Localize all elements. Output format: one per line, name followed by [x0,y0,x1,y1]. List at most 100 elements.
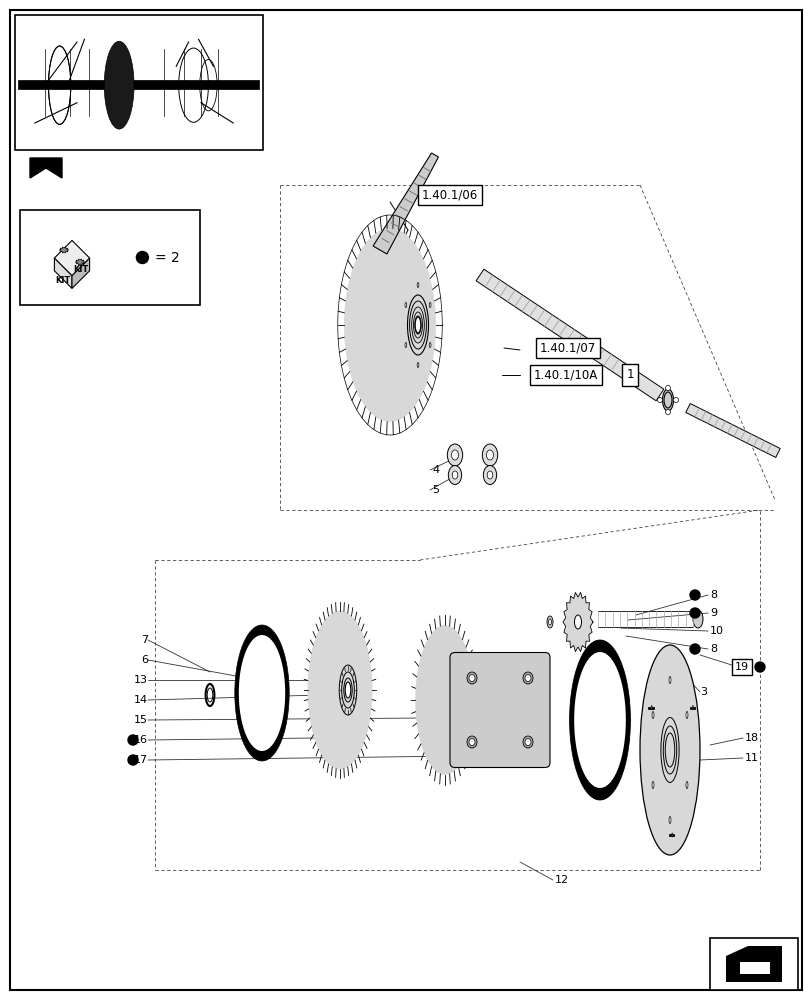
Polygon shape [569,640,629,800]
Text: 17: 17 [134,755,148,765]
Ellipse shape [451,450,458,460]
Ellipse shape [469,674,474,682]
Polygon shape [307,611,372,769]
Ellipse shape [466,736,476,748]
Polygon shape [739,962,769,974]
Ellipse shape [486,450,493,460]
Polygon shape [234,625,289,761]
Text: 1.40.1/10A: 1.40.1/10A [533,368,598,381]
Polygon shape [414,625,474,775]
Polygon shape [725,946,781,982]
Text: 12: 12 [554,875,569,885]
Ellipse shape [405,302,406,308]
Text: 9: 9 [709,608,716,618]
Ellipse shape [685,781,687,788]
Ellipse shape [657,397,662,402]
Ellipse shape [452,471,457,479]
Text: 15: 15 [134,715,148,725]
Ellipse shape [429,302,431,308]
Text: 16: 16 [134,735,148,745]
Ellipse shape [405,342,406,348]
Text: 7: 7 [140,635,148,645]
Text: 3: 3 [699,687,706,697]
Polygon shape [685,404,779,457]
Ellipse shape [692,706,693,710]
Ellipse shape [104,41,134,129]
Circle shape [136,251,148,263]
Ellipse shape [650,706,651,710]
Text: KIT: KIT [55,276,71,285]
Text: 6: 6 [141,655,148,665]
Polygon shape [54,258,72,288]
Polygon shape [72,258,89,288]
Polygon shape [475,269,663,401]
Bar [20,210,200,305]
Bar [15,15,263,150]
Polygon shape [372,153,438,254]
Text: 8: 8 [709,590,716,600]
Ellipse shape [429,342,431,348]
Polygon shape [739,950,769,962]
Circle shape [128,755,138,765]
Text: 8: 8 [709,644,716,654]
Circle shape [689,590,699,600]
Ellipse shape [671,833,672,837]
Ellipse shape [448,466,461,485]
Ellipse shape [525,674,530,682]
Text: KIT: KIT [73,265,88,274]
Ellipse shape [482,444,497,466]
Text: = 2: = 2 [155,250,179,264]
Polygon shape [573,652,625,788]
Text: 1.40.1/06: 1.40.1/06 [422,188,478,202]
Text: 18: 18 [744,733,758,743]
Ellipse shape [345,682,350,698]
Ellipse shape [668,676,670,684]
Circle shape [689,608,699,618]
Ellipse shape [651,712,653,718]
Ellipse shape [525,738,530,746]
Ellipse shape [466,672,476,684]
Polygon shape [30,158,62,178]
Ellipse shape [672,397,678,402]
Ellipse shape [665,385,670,390]
Ellipse shape [639,645,699,855]
Ellipse shape [685,712,687,718]
Ellipse shape [651,781,653,788]
Circle shape [754,662,764,672]
Text: 19: 19 [734,662,748,672]
Ellipse shape [522,672,532,684]
Text: 10: 10 [709,626,723,636]
Text: 1: 1 [625,368,633,381]
Ellipse shape [483,466,496,485]
Ellipse shape [665,410,670,414]
Text: 4: 4 [431,465,439,475]
Circle shape [689,644,699,654]
Ellipse shape [547,616,552,628]
Text: 1.40.1/07: 1.40.1/07 [539,342,595,355]
Polygon shape [344,228,436,422]
Ellipse shape [522,736,532,748]
Polygon shape [238,635,285,751]
Ellipse shape [668,816,670,823]
Text: 14: 14 [134,695,148,705]
Polygon shape [59,247,69,253]
Ellipse shape [547,619,551,625]
Ellipse shape [469,738,474,746]
Ellipse shape [662,389,672,411]
Bar [709,938,797,990]
Ellipse shape [417,362,418,367]
Ellipse shape [417,282,418,288]
Ellipse shape [574,615,581,629]
Polygon shape [54,240,89,276]
Text: 5: 5 [431,485,439,495]
FancyBboxPatch shape [449,652,549,768]
Ellipse shape [447,444,462,466]
Text: 13: 13 [134,675,148,685]
Ellipse shape [487,471,492,479]
Polygon shape [562,592,592,652]
Polygon shape [75,259,84,265]
Ellipse shape [692,610,702,628]
Circle shape [128,735,138,745]
Ellipse shape [414,317,420,333]
Text: 11: 11 [744,753,758,763]
